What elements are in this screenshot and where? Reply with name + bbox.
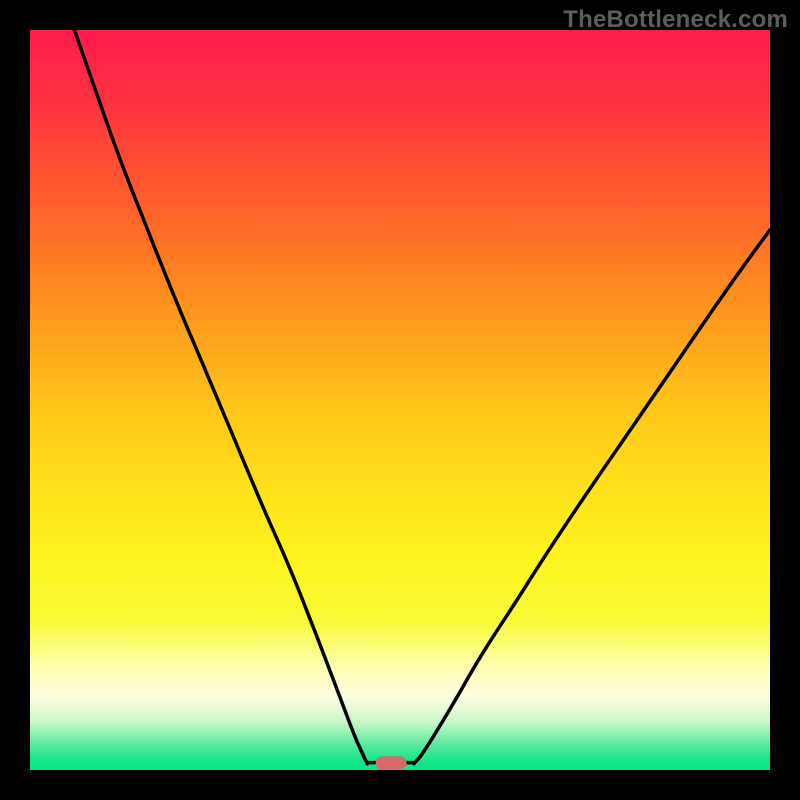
watermark-text: TheBottleneck.com <box>563 6 788 34</box>
gradient-background <box>30 30 770 770</box>
chart-stage: TheBottleneck.com <box>0 0 800 800</box>
bottleneck-chart <box>0 0 800 800</box>
optimal-marker <box>376 756 407 769</box>
